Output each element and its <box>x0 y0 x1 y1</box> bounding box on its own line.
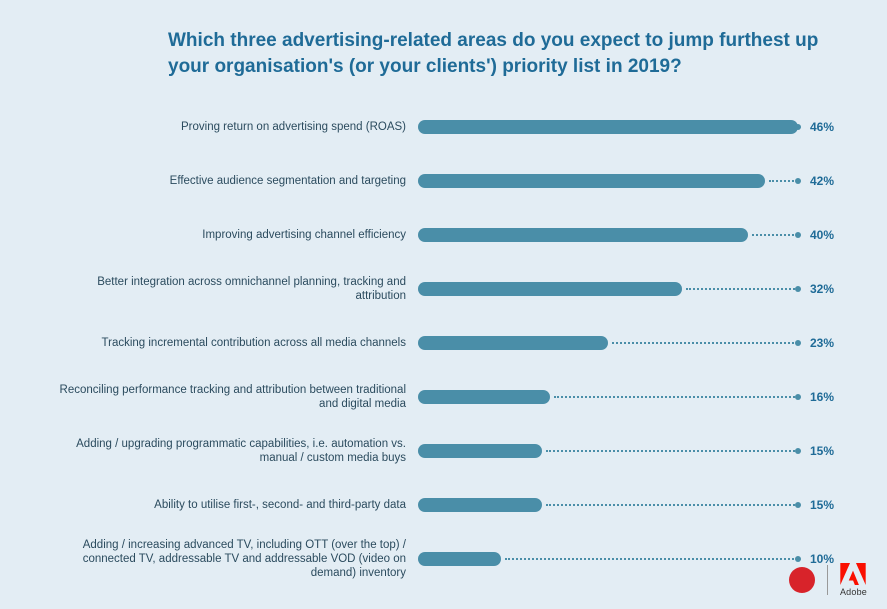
chart-title: Which three advertising-related areas do… <box>168 28 839 79</box>
logo-divider <box>827 565 828 595</box>
bar-label: Tracking incremental contribution across… <box>48 336 418 350</box>
bar-dotted-line <box>546 450 798 452</box>
bar-fill <box>418 282 682 296</box>
bar-track <box>418 444 798 458</box>
bar-label: Effective audience segmentation and targ… <box>48 174 418 188</box>
bar-value: 42% <box>810 174 834 188</box>
bar-row: Reconciling performance tracking and att… <box>48 379 839 415</box>
bar-end-dot-icon <box>795 556 801 562</box>
bar-fill <box>418 498 542 512</box>
bar-fill <box>418 228 748 242</box>
econsultancy-logo-icon <box>789 567 815 593</box>
bar-fill <box>418 336 608 350</box>
bar-value: 15% <box>810 444 834 458</box>
bar-label: Improving advertising channel efficiency <box>48 228 418 242</box>
bar-dotted-line <box>554 396 798 398</box>
bar-value: 46% <box>810 120 834 134</box>
bar-value: 23% <box>810 336 834 350</box>
bar-track <box>418 498 798 512</box>
bar-fill <box>418 174 765 188</box>
bar-label: Better integration across omnichannel pl… <box>48 275 418 304</box>
bar-label: Adding / increasing advanced TV, includi… <box>48 538 418 581</box>
bar-end-dot-icon <box>795 394 801 400</box>
chart-page: Which three advertising-related areas do… <box>0 0 887 609</box>
bar-dotted-line <box>752 234 798 236</box>
bar-value: 16% <box>810 390 834 404</box>
bar-dotted-line <box>686 288 798 290</box>
bar-row: Effective audience segmentation and targ… <box>48 163 839 199</box>
adobe-logo: Adobe <box>840 563 867 597</box>
bar-fill <box>418 444 542 458</box>
bar-value: 40% <box>810 228 834 242</box>
bar-end-dot-icon <box>795 232 801 238</box>
bar-row: Adding / increasing advanced TV, includi… <box>48 541 839 577</box>
adobe-logo-label: Adobe <box>840 587 867 597</box>
bar-track <box>418 390 798 404</box>
bar-row: Better integration across omnichannel pl… <box>48 271 839 307</box>
bar-end-dot-icon <box>795 340 801 346</box>
bar-value: 32% <box>810 282 834 296</box>
bar-track <box>418 228 798 242</box>
bar-row: Tracking incremental contribution across… <box>48 325 839 361</box>
bar-track <box>418 282 798 296</box>
bar-label: Adding / upgrading programmatic capabili… <box>48 437 418 466</box>
bar-label: Ability to utilise first-, second- and t… <box>48 498 418 512</box>
bar-end-dot-icon <box>795 448 801 454</box>
footer-logos: Adobe <box>789 563 867 597</box>
bar-row: Adding / upgrading programmatic capabili… <box>48 433 839 469</box>
bar-end-dot-icon <box>795 178 801 184</box>
bar-track <box>418 336 798 350</box>
bar-fill <box>418 552 501 566</box>
bar-end-dot-icon <box>795 502 801 508</box>
bar-row: Improving advertising channel efficiency… <box>48 217 839 253</box>
bar-track <box>418 552 798 566</box>
bar-chart: Proving return on advertising spend (ROA… <box>48 109 839 577</box>
bar-label: Proving return on advertising spend (ROA… <box>48 120 418 134</box>
bar-row: Ability to utilise first-, second- and t… <box>48 487 839 523</box>
bar-track <box>418 120 798 134</box>
bar-end-dot-icon <box>795 124 801 130</box>
bar-dotted-line <box>612 342 798 344</box>
bar-label: Reconciling performance tracking and att… <box>48 383 418 412</box>
bar-end-dot-icon <box>795 286 801 292</box>
bar-track <box>418 174 798 188</box>
bar-dotted-line <box>505 558 798 560</box>
bar-fill <box>418 120 798 134</box>
bar-dotted-line <box>769 180 798 182</box>
bar-row: Proving return on advertising spend (ROA… <box>48 109 839 145</box>
bar-value: 15% <box>810 498 834 512</box>
bar-fill <box>418 390 550 404</box>
bar-dotted-line <box>546 504 798 506</box>
adobe-logo-icon <box>840 563 866 585</box>
